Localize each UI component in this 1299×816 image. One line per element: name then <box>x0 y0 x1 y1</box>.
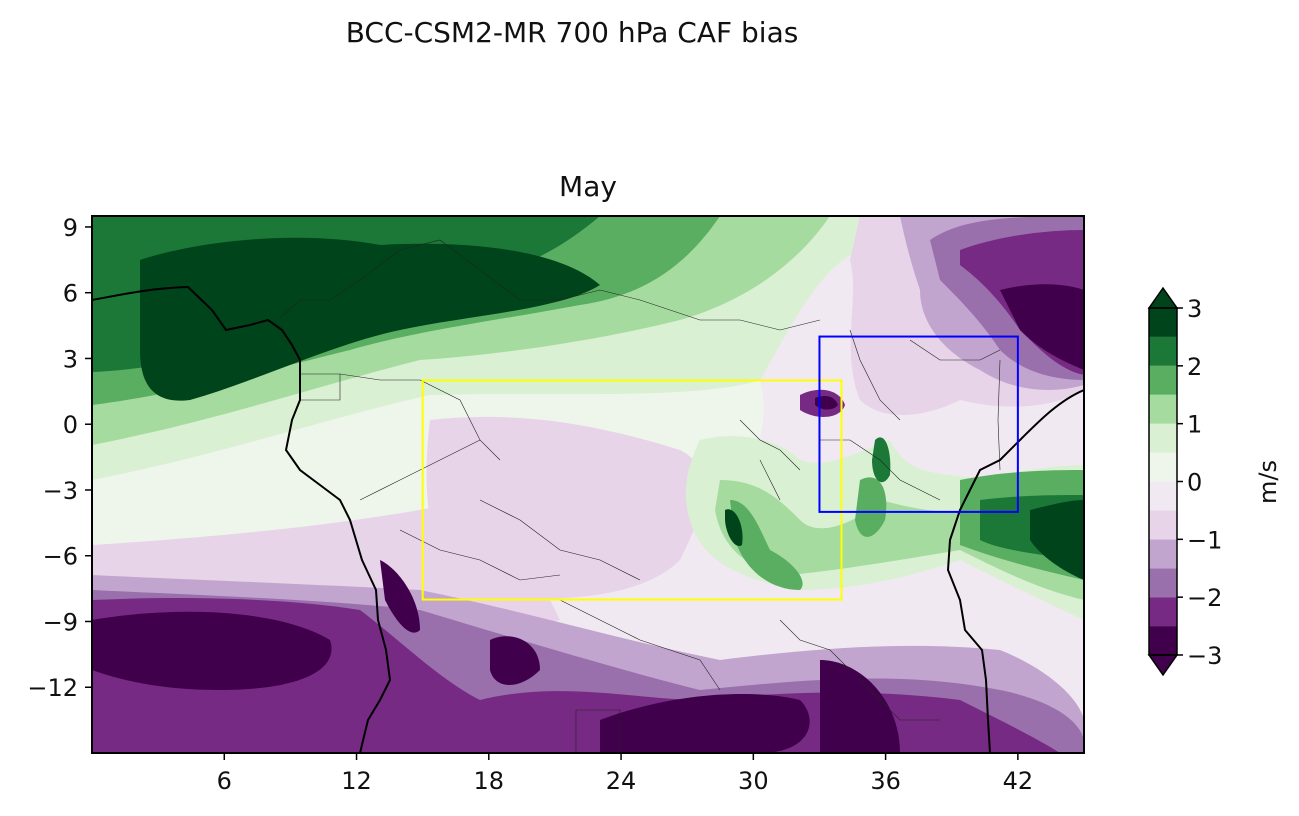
colorbar-segment <box>1149 452 1177 482</box>
map-frame <box>91 215 1085 754</box>
x-tick-label: 24 <box>606 767 637 795</box>
colorbar-extend-bottom <box>1147 654 1179 677</box>
x-axis-ticks: 6 12 18 24 30 36 42 <box>217 753 1034 795</box>
colorbar-tick-label: 0 <box>1187 469 1202 497</box>
y-tick-label: −6 <box>43 543 78 571</box>
colorbar-segment <box>1149 568 1177 598</box>
colorbar-segment <box>1149 365 1177 395</box>
yellow-region-box <box>421 379 843 601</box>
colorbar-segment <box>1149 308 1177 337</box>
country-borders <box>279 239 1001 753</box>
colorbar-segment <box>1149 626 1177 655</box>
colorbar-segment <box>1149 510 1177 540</box>
colorbar-segment <box>1149 597 1177 627</box>
colorbar-tick-label: 3 <box>1187 295 1202 323</box>
x-tick-label: 18 <box>474 767 505 795</box>
y-tick-label: 6 <box>63 280 78 308</box>
x-tick-label: 30 <box>738 767 769 795</box>
x-tick-label: 6 <box>217 767 232 795</box>
x-tick-label: 42 <box>1003 767 1034 795</box>
contour-field <box>92 216 1084 753</box>
colorbar-tick-label: 2 <box>1187 353 1202 381</box>
colorbar-segment <box>1149 394 1177 424</box>
colorbar-segment <box>1149 336 1177 366</box>
colorbar-tick-label: −2 <box>1187 584 1222 612</box>
colorbar-segment <box>1149 539 1177 569</box>
y-tick-label: −3 <box>43 477 78 505</box>
y-tick-label: 9 <box>63 214 78 242</box>
panel-title: May <box>559 170 617 203</box>
y-tick-label: 0 <box>63 411 78 439</box>
y-axis-ticks: 9 6 3 0 −3 −6 −9 −12 <box>27 214 92 702</box>
x-tick-label: 12 <box>341 767 372 795</box>
y-tick-label: −9 <box>43 608 78 636</box>
coastline <box>92 285 1084 753</box>
colorbar-segment <box>1149 423 1177 453</box>
colorbar-extend-top <box>1147 286 1179 309</box>
colorbar-label: m/s <box>1254 460 1282 504</box>
colorbar-segment <box>1149 481 1177 511</box>
blue-region-box <box>818 335 1019 513</box>
figure-title: BCC-CSM2-MR 700 hPa CAF bias <box>345 16 799 49</box>
y-tick-label: −12 <box>27 674 78 702</box>
colorbar-tick-label: −1 <box>1187 526 1222 554</box>
x-tick-label: 36 <box>870 767 901 795</box>
colorbar-tick-label: −3 <box>1187 642 1222 670</box>
y-tick-label: 3 <box>63 345 78 373</box>
colorbar-tick-label: 1 <box>1187 411 1202 439</box>
colorbar: 3 2 1 0 −1 −2 −3 <box>1147 286 1222 677</box>
